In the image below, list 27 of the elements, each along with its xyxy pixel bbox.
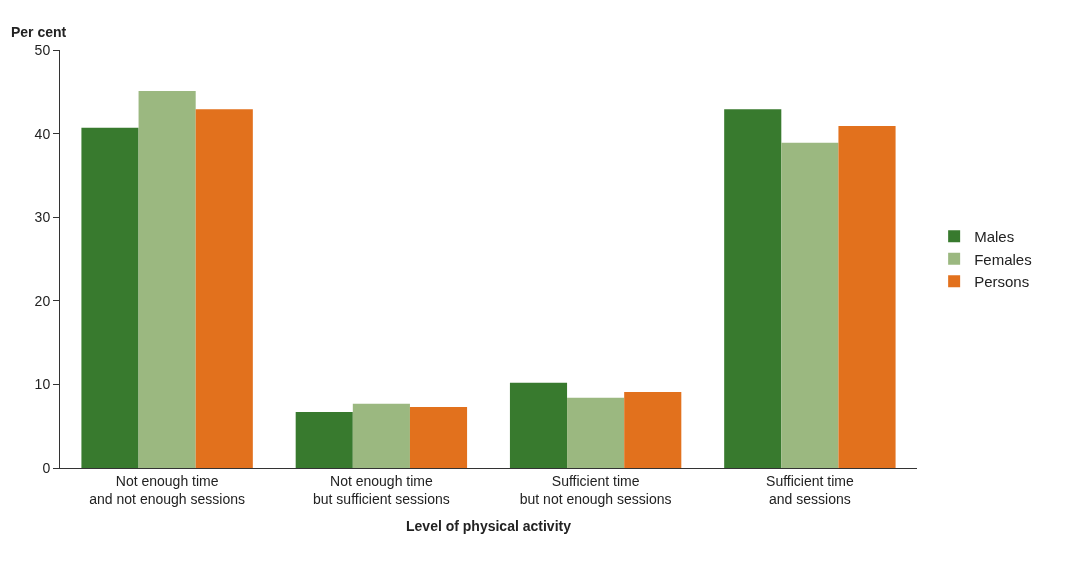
- bar: [724, 109, 782, 468]
- x-tick-label: Sufficient time but not enough sessions: [519, 472, 672, 507]
- x-tick-label: Sufficient time and sessions: [766, 472, 854, 507]
- y-tick-label: 30: [34, 209, 51, 226]
- x-axis-title: Level of physical activity: [406, 518, 572, 535]
- bar: [781, 142, 839, 468]
- bar: [352, 403, 410, 468]
- bar: [509, 382, 568, 468]
- y-tick-label: 0: [42, 459, 51, 476]
- bar: [195, 109, 253, 468]
- legend-label: Females: [974, 250, 1032, 268]
- bar: [624, 391, 682, 468]
- bar: [838, 126, 896, 468]
- legend-label: Persons: [974, 273, 1030, 291]
- x-tick-label: Not enough time but sufficient sessions: [313, 472, 450, 507]
- bar: [138, 90, 196, 468]
- bar: [81, 127, 139, 468]
- y-tick-label: 20: [34, 292, 51, 309]
- y-tick-label: 10: [34, 376, 51, 393]
- y-tick-label: 40: [34, 125, 51, 142]
- y-tick-label: 50: [34, 41, 51, 58]
- x-tick-label: Not enough time and not enough sessions: [89, 472, 245, 507]
- bar: [567, 397, 625, 468]
- bar: [409, 406, 468, 468]
- bar: [295, 411, 353, 468]
- y-axis-title: Per cent: [11, 24, 67, 40]
- legend-label: Males: [974, 228, 1015, 246]
